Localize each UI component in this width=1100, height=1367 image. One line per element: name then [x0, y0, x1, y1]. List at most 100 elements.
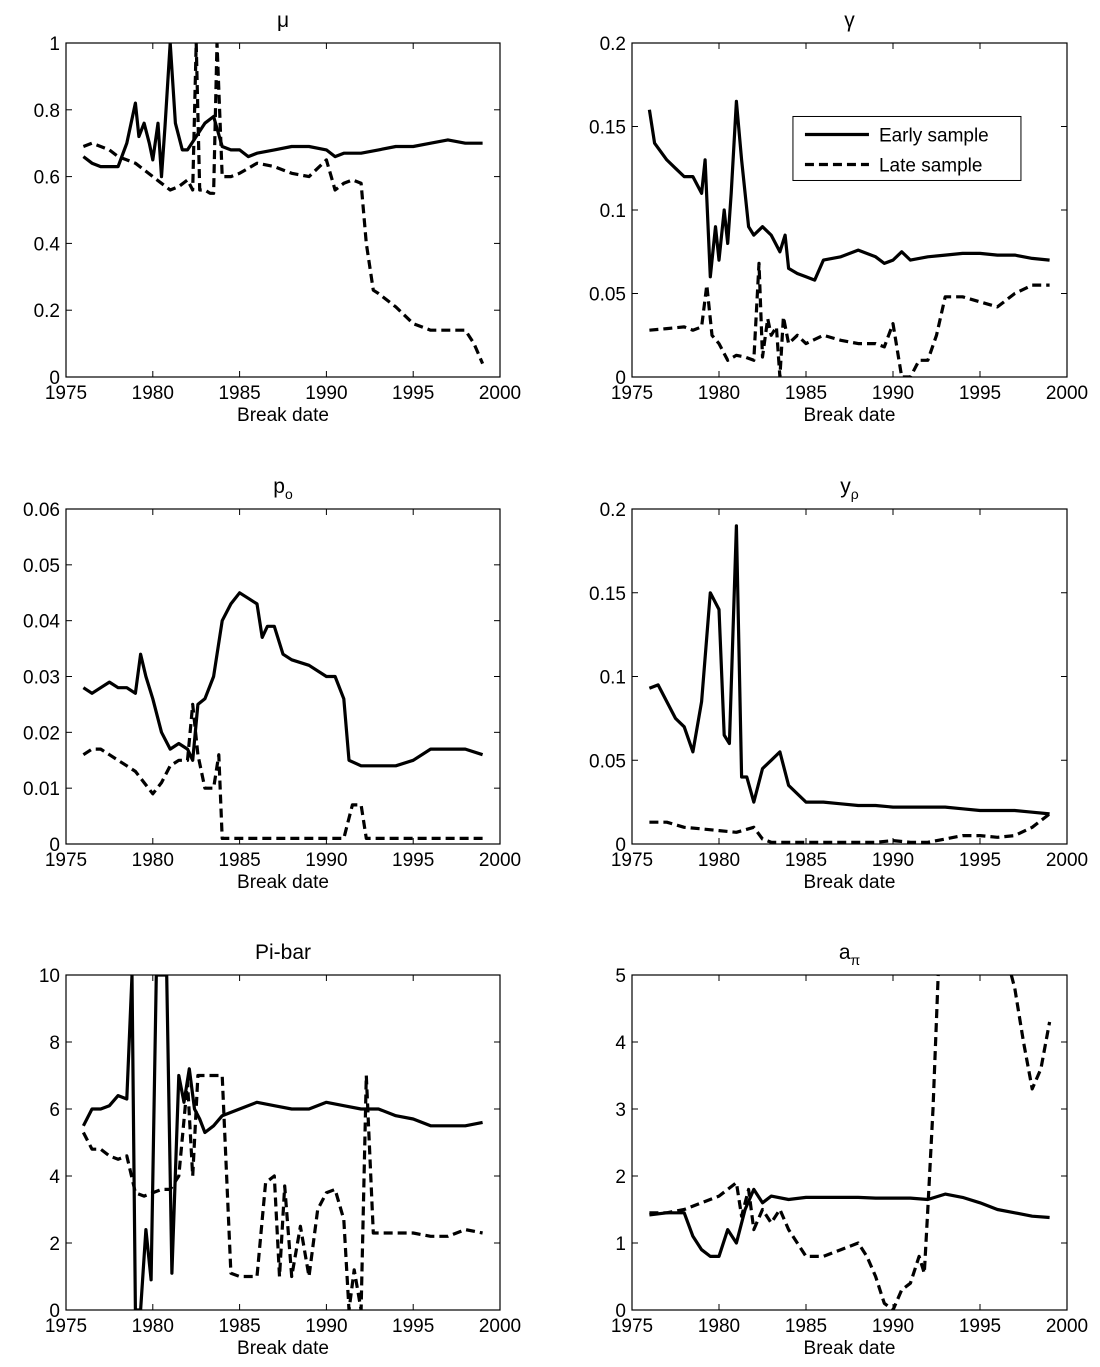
axes-frame: [631, 974, 1068, 1311]
series-group: [81, 975, 483, 1310]
series-group: [649, 975, 1052, 1310]
x-tick-label: 1980: [132, 383, 174, 404]
subplot-title: μ: [277, 9, 289, 32]
x-tick-label: 1985: [785, 850, 827, 871]
y-tick-label: 0: [615, 1301, 626, 1322]
x-tick-label: 1980: [698, 383, 740, 404]
y-tick-label: 0.15: [589, 118, 626, 139]
y-tick-label: 0.15: [589, 584, 626, 605]
subplot-3: 1975 1980 1985 1990 1995 2000 0 0.01 0.02 0.03 0.0…: [23, 475, 521, 893]
x-tick-label: 1995: [959, 1316, 1001, 1337]
x-axis-label: Break date: [237, 872, 329, 893]
axes-frame: [631, 508, 1068, 845]
subplot-title: yρ: [840, 475, 859, 502]
y-tick-label: 0.1: [600, 668, 626, 689]
y-tick-label: 1: [615, 1234, 626, 1255]
y-tick-label: 0.05: [589, 285, 626, 306]
subplot-title: aπ: [839, 941, 861, 968]
series-line-late-3: [1009, 975, 1052, 1091]
x-tick-label: 1990: [305, 850, 347, 871]
x-tick-label: 2000: [479, 383, 521, 404]
y-tick-label: 0: [49, 368, 60, 389]
series-line-late-2: [82, 43, 485, 365]
legend-label: Early sample: [879, 125, 989, 146]
y-tick-label: 0.04: [23, 612, 60, 633]
subplot-title-subscript: π: [851, 952, 861, 968]
x-tick-label: 1990: [305, 383, 347, 404]
x-tick-label: 1990: [872, 383, 914, 404]
y-tick-label: 2: [615, 1167, 626, 1188]
series-group: [647, 99, 1050, 377]
y-tick-label: 0: [615, 835, 626, 856]
x-tick-label: 1990: [872, 1316, 914, 1337]
x-tick-label: 1975: [611, 1316, 653, 1337]
series-line-early-1: [82, 43, 483, 179]
series-group: [82, 591, 484, 840]
subplot-2: 1975 1980 1985 1990 1995 2000 0 0.05 0.1 0.15 0.2 γ…: [589, 9, 1088, 426]
subplot-1: 1975 1980 1985 1990 1995 2000 0 0.2 0.4 0.6 0.8 1 μ B…: [34, 9, 522, 426]
y-tick-label: 8: [49, 1033, 60, 1054]
series-line-early-1: [81, 975, 483, 1310]
x-tick-label: 1975: [611, 850, 653, 871]
x-tick-label: 1995: [392, 850, 434, 871]
x-tick-label: 1995: [959, 850, 1001, 871]
x-tick-label: 1975: [45, 383, 87, 404]
x-tick-label: 1985: [785, 383, 827, 404]
y-tick-label: 0.06: [23, 500, 60, 521]
x-axis-label: Break date: [804, 405, 896, 426]
x-tick-label: 1980: [132, 1316, 174, 1337]
series-line-late-2: [82, 702, 483, 840]
y-tick-label: 3: [615, 1100, 626, 1121]
series-group: [648, 524, 1051, 844]
y-tick-label: 6: [49, 1100, 60, 1121]
x-tick-label: 1985: [218, 383, 260, 404]
subplot-title: po: [273, 475, 293, 502]
y-tick-label: 2: [49, 1234, 60, 1255]
y-tick-label: 0: [49, 1301, 60, 1322]
x-tick-label: 1975: [611, 383, 653, 404]
x-axis-label: Break date: [804, 872, 896, 893]
subplot-title: γ: [844, 9, 855, 32]
y-tick-label: 5: [615, 966, 626, 987]
x-tick-label: 2000: [479, 1316, 521, 1337]
y-tick-label: 0: [615, 368, 626, 389]
series-group: [82, 43, 485, 365]
x-tick-label: 1990: [305, 1316, 347, 1337]
series-line-early-1: [649, 1187, 1050, 1258]
legend: Early sample Late sample: [792, 115, 1022, 181]
y-tick-label: 0.2: [34, 301, 60, 322]
y-tick-label: 0.2: [600, 500, 626, 521]
series-line-early-1: [648, 524, 1050, 816]
axes-frame: [65, 42, 501, 378]
x-tick-label: 1985: [785, 1316, 827, 1337]
x-tick-label: 2000: [1046, 850, 1088, 871]
series-line-late-2: [649, 812, 1051, 844]
y-tick-label: 0.01: [23, 779, 60, 800]
subplot-5: 1975 1980 1985 1990 1995 2000 0 2 4 6 8 10 Pi-bar Bre…: [39, 941, 521, 1359]
subplot-title: Pi-bar: [255, 941, 311, 964]
y-tick-label: 0.03: [23, 668, 60, 689]
x-tick-label: 1995: [392, 383, 434, 404]
axes-frame: [65, 974, 501, 1311]
subplot-4: 1975 1980 1985 1990 1995 2000 0 0.05 0.1 0.15 0.2 y…: [589, 475, 1088, 893]
y-tick-label: 4: [49, 1167, 60, 1188]
x-axis-label: Break date: [237, 405, 329, 426]
x-tick-label: 1990: [872, 850, 914, 871]
x-tick-label: 1995: [392, 1316, 434, 1337]
x-tick-label: 1980: [698, 1316, 740, 1337]
y-tick-label: 0.2: [600, 34, 626, 55]
series-line-late-2: [649, 261, 1050, 377]
series-line-late-2: [81, 1073, 483, 1310]
x-tick-label: 1975: [45, 850, 87, 871]
y-tick-label: 0.02: [23, 723, 60, 744]
legend-box: [792, 115, 1022, 181]
subplot-title-subscript: ρ: [851, 486, 859, 502]
y-tick-label: 10: [39, 966, 60, 987]
y-tick-label: 0.6: [34, 168, 60, 189]
x-tick-label: 1980: [698, 850, 740, 871]
series-line-late-2: [649, 975, 941, 1310]
y-tick-label: 0.4: [34, 234, 61, 255]
y-tick-label: 4: [615, 1033, 626, 1054]
series-line-early-1: [647, 99, 1050, 282]
axes-frame: [65, 508, 501, 845]
